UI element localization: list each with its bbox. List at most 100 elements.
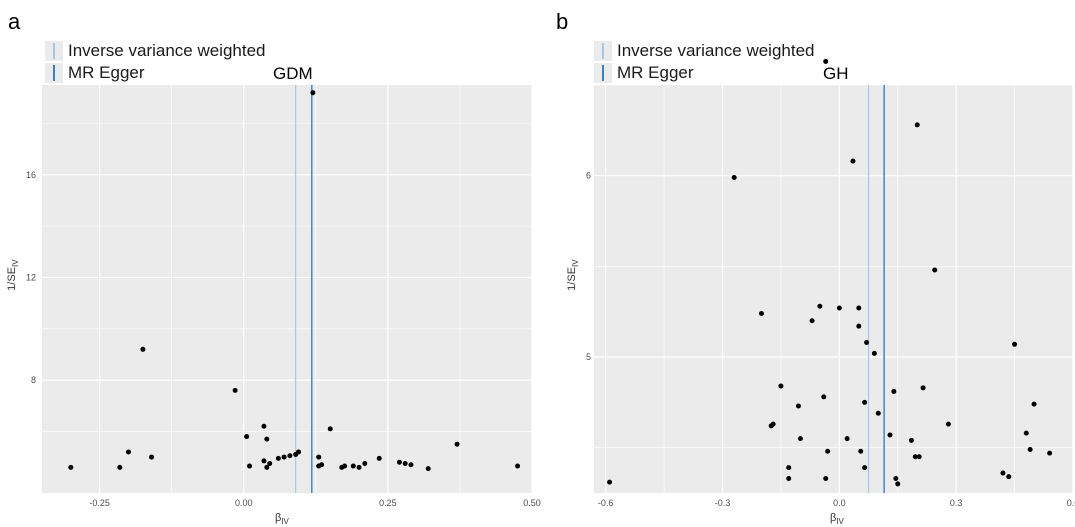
data-point bbox=[244, 434, 250, 440]
data-point bbox=[778, 383, 784, 389]
data-point bbox=[856, 323, 862, 329]
plot-panel-background bbox=[594, 85, 1073, 493]
data-point bbox=[795, 403, 801, 409]
y-tick-label: 6 bbox=[586, 171, 591, 181]
data-point bbox=[887, 432, 893, 438]
data-point bbox=[893, 475, 899, 481]
x-tick-label: -0.25 bbox=[89, 498, 110, 508]
legend-key-egger bbox=[594, 63, 612, 83]
data-point bbox=[261, 423, 267, 429]
data-point bbox=[287, 453, 293, 459]
x-tick-label: -0.3 bbox=[715, 498, 731, 508]
legend-key-ivw bbox=[45, 41, 63, 61]
data-point bbox=[1012, 341, 1018, 347]
data-point bbox=[1023, 430, 1029, 436]
data-point bbox=[1027, 446, 1033, 452]
x-tick-label: 0.00 bbox=[235, 498, 253, 508]
legend-key-ivw bbox=[594, 41, 612, 61]
x-tick-label: 0.0 bbox=[833, 498, 846, 508]
data-point bbox=[515, 463, 521, 469]
legend-label-ivw: Inverse variance weighted bbox=[68, 41, 266, 60]
panel-b: b Inverse variance weighted MR Egger GH … bbox=[548, 0, 1075, 527]
data-point bbox=[758, 310, 764, 316]
data-point bbox=[836, 305, 842, 311]
x-axis-label: βIV bbox=[275, 512, 289, 527]
x-axis-label: βIV bbox=[830, 512, 844, 527]
data-point bbox=[821, 394, 827, 400]
data-point bbox=[916, 454, 922, 460]
data-point bbox=[264, 464, 270, 470]
data-point bbox=[310, 90, 316, 96]
ivw-line-swatch bbox=[602, 43, 604, 59]
data-point bbox=[823, 58, 829, 64]
data-point bbox=[858, 448, 864, 454]
data-point bbox=[856, 305, 862, 311]
y-tick-label: 12 bbox=[26, 272, 36, 282]
data-point bbox=[402, 460, 408, 466]
data-point bbox=[844, 436, 850, 442]
data-point bbox=[1047, 450, 1053, 456]
data-point bbox=[149, 454, 155, 460]
legend-label-egger: MR Egger bbox=[68, 63, 145, 82]
data-point bbox=[281, 454, 287, 460]
data-point bbox=[809, 318, 815, 324]
x-tick-label: 0.25 bbox=[379, 498, 397, 508]
data-point bbox=[350, 463, 356, 469]
data-point bbox=[945, 421, 951, 427]
scatter-plot-b: -0.6 -0.3 0.0 0.3 0.6 5 6 bbox=[586, 58, 1075, 508]
data-point bbox=[607, 479, 613, 485]
data-point bbox=[817, 303, 823, 309]
legend-label-ivw: Inverse variance weighted bbox=[617, 41, 815, 60]
data-point bbox=[786, 475, 792, 481]
data-point bbox=[342, 463, 348, 469]
data-point bbox=[316, 454, 322, 460]
scatter-plot-a: -0.25 0.00 0.25 0.50 8 12 16 bbox=[26, 85, 541, 508]
panel-a: a Inverse variance weighted MR Egger GDM… bbox=[0, 0, 541, 527]
legend-key-egger bbox=[45, 63, 63, 83]
data-point bbox=[920, 385, 926, 391]
plot-title: GDM bbox=[273, 64, 313, 83]
data-point bbox=[264, 436, 270, 442]
data-point bbox=[864, 339, 870, 345]
egger-line-swatch bbox=[602, 65, 604, 81]
data-point bbox=[797, 436, 803, 442]
data-point bbox=[454, 441, 460, 447]
data-point bbox=[267, 460, 273, 466]
data-point bbox=[356, 464, 362, 470]
data-point bbox=[362, 460, 368, 466]
data-point bbox=[247, 463, 253, 469]
data-point bbox=[296, 449, 302, 455]
data-point bbox=[912, 454, 918, 460]
data-point bbox=[768, 423, 774, 429]
data-point bbox=[825, 448, 831, 454]
y-tick-label: 5 bbox=[586, 352, 591, 362]
x-tick-label: 0.3 bbox=[950, 498, 963, 508]
panel-letter: b bbox=[556, 9, 569, 34]
data-point bbox=[875, 410, 881, 416]
plot-panel-background bbox=[42, 85, 532, 493]
data-point bbox=[275, 455, 281, 461]
data-point bbox=[932, 267, 938, 273]
data-point bbox=[125, 449, 131, 455]
data-point bbox=[140, 346, 146, 352]
panel-letter: a bbox=[8, 9, 21, 34]
data-point bbox=[731, 174, 737, 180]
data-point bbox=[396, 459, 402, 465]
y-tick-label: 16 bbox=[26, 170, 36, 180]
data-point bbox=[68, 464, 74, 470]
x-tick-label: 0.50 bbox=[523, 498, 541, 508]
data-point bbox=[850, 158, 856, 164]
data-point bbox=[408, 462, 414, 468]
y-tick-label: 8 bbox=[31, 375, 36, 385]
data-point bbox=[862, 465, 868, 471]
data-point bbox=[786, 465, 792, 471]
data-point bbox=[1031, 401, 1037, 407]
data-point bbox=[1006, 474, 1012, 480]
data-point bbox=[319, 462, 325, 468]
x-tick-label: 0.6 bbox=[1067, 498, 1075, 508]
egger-line-swatch bbox=[53, 65, 55, 81]
data-point bbox=[376, 455, 382, 461]
data-point bbox=[895, 481, 901, 487]
data-point bbox=[908, 437, 914, 443]
data-point bbox=[1000, 470, 1006, 476]
